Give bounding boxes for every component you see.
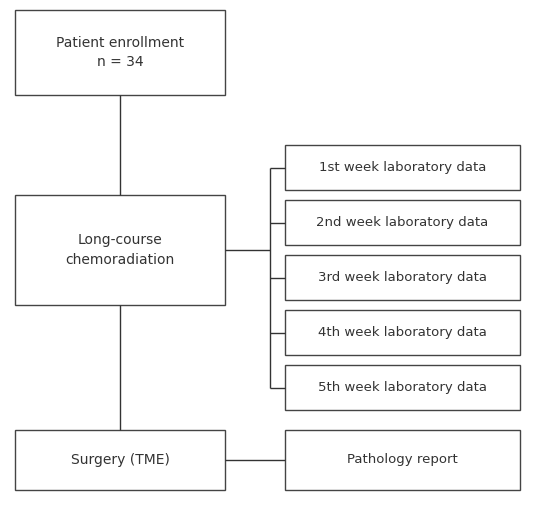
Bar: [285, 200, 520, 245]
Bar: [285, 255, 520, 300]
Bar: [285, 430, 520, 490]
Bar: [285, 365, 520, 410]
Bar: [285, 310, 520, 355]
Text: Patient enrollment
n = 34: Patient enrollment n = 34: [56, 36, 184, 69]
Text: 5th week laboratory data: 5th week laboratory data: [318, 381, 487, 394]
Text: Surgery (TME): Surgery (TME): [71, 453, 170, 467]
Bar: [15, 430, 225, 490]
Bar: [285, 145, 520, 190]
Bar: [15, 195, 225, 305]
Text: 3rd week laboratory data: 3rd week laboratory data: [318, 271, 487, 284]
Text: Pathology report: Pathology report: [347, 453, 458, 467]
Text: 1st week laboratory data: 1st week laboratory data: [319, 161, 486, 174]
Text: 4th week laboratory data: 4th week laboratory data: [318, 326, 487, 339]
Bar: [15, 10, 225, 95]
Text: Long-course
chemoradiation: Long-course chemoradiation: [65, 233, 174, 267]
Text: 2nd week laboratory data: 2nd week laboratory data: [316, 216, 489, 229]
